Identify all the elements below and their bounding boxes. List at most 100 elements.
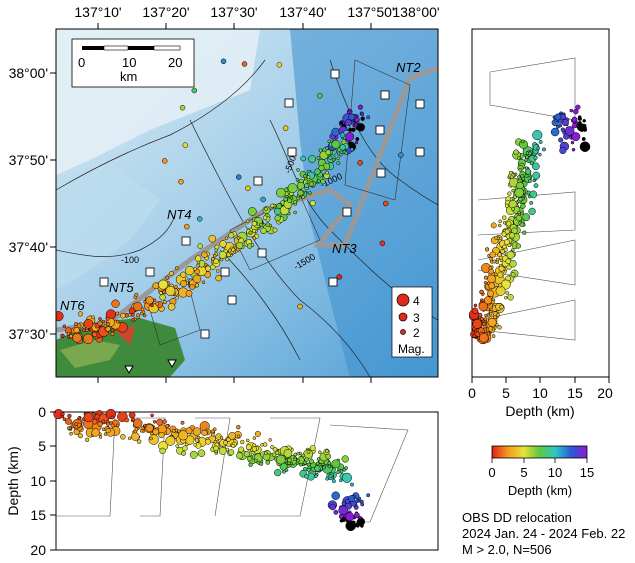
event-marker — [487, 317, 497, 327]
event-marker — [353, 512, 360, 519]
event-marker — [478, 312, 483, 317]
event-marker — [344, 466, 348, 470]
event-marker — [175, 444, 179, 448]
lon-tick-3: 137°40' — [279, 4, 326, 20]
mag-legend-circle-3 — [398, 312, 408, 322]
event-marker — [259, 461, 264, 466]
colorbar-label: Depth (km) — [508, 483, 572, 498]
event-marker — [327, 461, 332, 465]
event-marker — [115, 311, 120, 316]
lon-tick-4: 137°50' — [347, 4, 394, 20]
lat-tick-0: 38°00' — [9, 65, 48, 81]
bathymetry-contours — [56, 59, 438, 377]
event-marker — [66, 426, 71, 430]
event-marker — [152, 420, 157, 424]
event-marker — [497, 271, 504, 278]
event-marker — [156, 418, 164, 426]
event-marker — [201, 251, 208, 258]
event-marker — [215, 274, 222, 282]
event-marker — [499, 304, 504, 310]
event-marker — [577, 116, 582, 121]
scale-bar: 0 10 20 km — [71, 38, 195, 88]
event-marker — [245, 444, 252, 451]
event-marker — [297, 303, 303, 310]
event-marker — [339, 519, 344, 523]
event-marker — [276, 187, 286, 198]
event-marker — [73, 327, 80, 334]
event-marker — [228, 432, 237, 440]
event-marker — [296, 451, 300, 456]
bottom-profile-frame — [55, 411, 439, 551]
event-marker — [274, 468, 282, 477]
event-marker — [208, 234, 217, 243]
event-marker — [69, 431, 73, 436]
event-marker — [527, 194, 532, 199]
event-marker — [366, 493, 371, 498]
event-marker — [345, 512, 355, 522]
event-marker — [511, 188, 515, 193]
bottom-profile-panel: 0 5 10 15 20 Depth (km) — [5, 404, 439, 558]
event-marker — [165, 435, 176, 446]
event-marker — [519, 222, 525, 228]
right-profile-panel: 0 5 10 15 20 Depth (km) — [468, 28, 613, 419]
event-marker — [97, 320, 103, 327]
event-marker — [515, 243, 522, 249]
event-marker — [205, 438, 212, 445]
fault-label-nt6: NT6 — [60, 298, 85, 313]
event-marker — [338, 505, 348, 516]
lat-tick-3: 37°30' — [9, 326, 48, 342]
event-marker — [510, 272, 516, 278]
event-marker — [301, 453, 306, 458]
obs-station — [415, 99, 425, 109]
event-marker — [491, 334, 496, 338]
event-marker — [240, 439, 245, 445]
event-marker — [329, 503, 336, 511]
event-marker — [127, 313, 132, 317]
obs-station — [284, 98, 294, 108]
event-marker — [185, 265, 195, 276]
event-marker — [105, 321, 110, 326]
event-marker — [513, 195, 517, 199]
event-marker — [191, 87, 198, 94]
event-marker — [325, 449, 329, 454]
event-marker — [483, 296, 493, 305]
event-marker — [175, 295, 179, 300]
event-marker — [260, 196, 266, 203]
event-marker — [520, 174, 525, 179]
event-marker — [97, 421, 103, 427]
event-marker — [110, 415, 115, 420]
event-marker — [398, 152, 404, 158]
event-marker — [471, 333, 477, 338]
event-marker — [366, 115, 371, 120]
obs-station — [99, 277, 109, 287]
event-marker — [241, 61, 248, 67]
event-marker — [287, 457, 292, 463]
event-marker — [131, 432, 140, 441]
event-marker — [306, 450, 311, 454]
event-marker — [246, 243, 253, 249]
event-marker — [487, 290, 494, 297]
event-marker — [276, 203, 282, 209]
event-marker — [225, 257, 230, 262]
event-marker — [205, 265, 212, 272]
event-marker — [69, 334, 73, 338]
event-marker — [497, 325, 502, 330]
event-marker — [529, 200, 534, 205]
obs-station — [227, 295, 237, 305]
event-marker — [504, 203, 510, 208]
event-marker — [304, 183, 309, 188]
event-marker — [308, 181, 314, 187]
event-marker — [265, 222, 271, 228]
event-marker — [219, 436, 224, 440]
event-marker — [77, 433, 83, 439]
event-marker — [522, 230, 527, 235]
event-marker — [213, 439, 218, 444]
event-marker — [127, 436, 132, 441]
event-marker — [181, 450, 186, 456]
obs-station — [380, 90, 390, 100]
event-marker — [538, 152, 542, 157]
event-marker — [174, 285, 178, 289]
event-marker — [558, 137, 564, 143]
event-marker — [296, 168, 300, 172]
lon-tick-2: 137°30' — [210, 4, 257, 20]
